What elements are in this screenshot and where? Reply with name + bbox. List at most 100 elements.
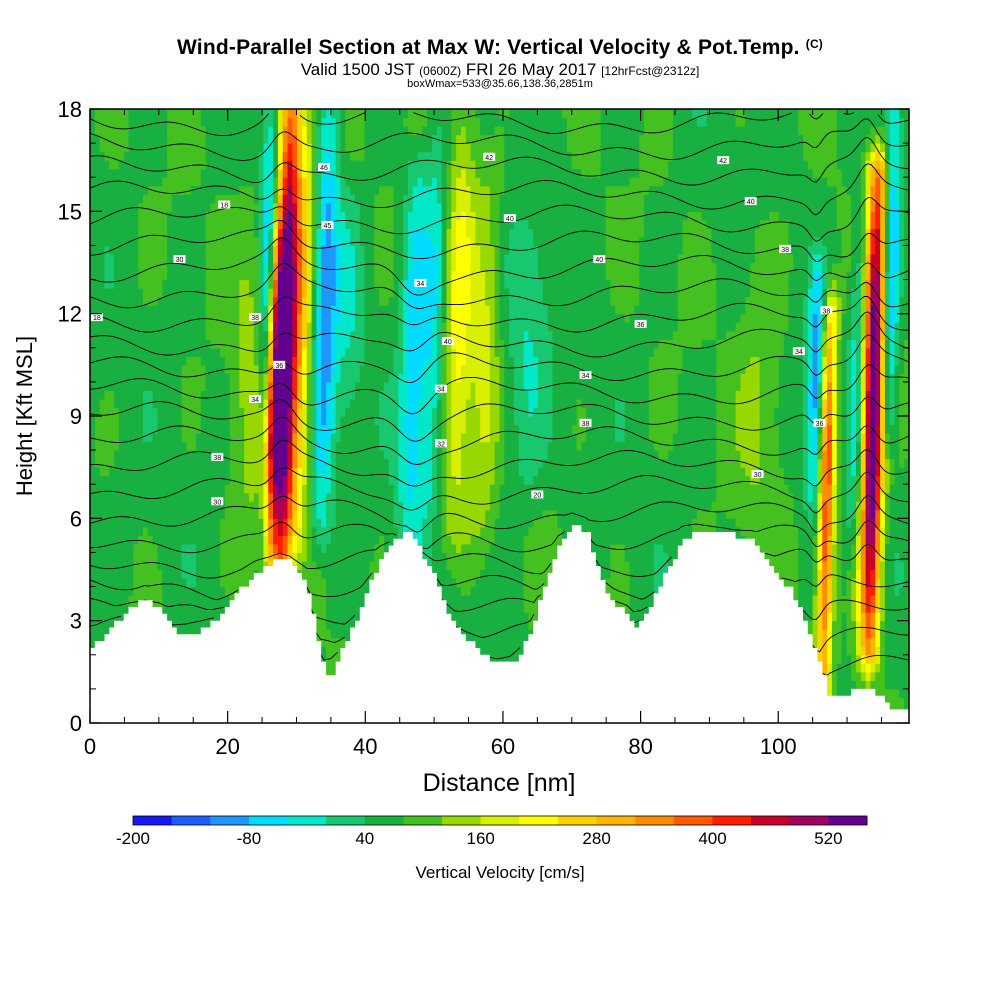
velocity-cell [118, 552, 125, 562]
velocity-cell [282, 330, 289, 340]
velocity-cell [287, 433, 293, 443]
velocity-cell [301, 535, 308, 545]
velocity-cell [301, 407, 308, 417]
velocity-cell [417, 347, 424, 357]
velocity-cell [422, 330, 428, 340]
velocity-cell [176, 262, 183, 272]
velocity-cell [152, 177, 159, 187]
velocity-cell [229, 177, 236, 187]
velocity-cell [460, 543, 467, 554]
velocity-cell [90, 126, 96, 136]
velocity-cell [210, 109, 216, 119]
velocity-cell [186, 211, 192, 221]
velocity-cell [407, 211, 414, 221]
velocity-cell [287, 245, 293, 255]
velocity-cell [350, 322, 356, 332]
velocity-cell [326, 595, 332, 605]
velocity-cell [229, 117, 236, 127]
velocity-cell [417, 296, 424, 306]
velocity-cell [104, 535, 110, 545]
velocity-cell [340, 168, 346, 178]
velocity-cell [489, 492, 496, 502]
velocity-cell [253, 202, 260, 212]
velocity-cell [470, 322, 477, 332]
velocity-cell [345, 433, 351, 443]
velocity-cell [258, 296, 265, 306]
velocity-cell [157, 467, 163, 477]
velocity-cell [181, 262, 187, 272]
velocity-cell [451, 296, 457, 306]
velocity-cell [475, 595, 481, 605]
velocity-cell [171, 441, 178, 451]
velocity-cell [379, 296, 385, 306]
velocity-cell [485, 518, 491, 528]
velocity-cell [383, 381, 390, 392]
velocity-cell [354, 416, 361, 426]
velocity-cell [436, 543, 443, 554]
velocity-cell [436, 407, 443, 417]
velocity-cell [99, 586, 106, 596]
velocity-cell [263, 211, 269, 221]
velocity-cell [273, 305, 279, 315]
velocity-cell [374, 552, 380, 562]
velocity-cell [234, 322, 240, 332]
velocity-cell [301, 185, 308, 195]
velocity-cell [133, 424, 139, 434]
velocity-cell [297, 160, 303, 170]
velocity-cell [128, 279, 134, 289]
velocity-cell [195, 475, 202, 485]
velocity-cell [311, 117, 318, 127]
velocity-cell [215, 586, 221, 596]
velocity-cell [475, 228, 481, 238]
velocity-cell [379, 390, 385, 400]
velocity-cell [398, 296, 404, 306]
velocity-cell [480, 620, 486, 630]
velocity-cell [90, 271, 96, 281]
velocity-cell [446, 143, 452, 153]
velocity-cell [244, 492, 250, 502]
velocity-cell [133, 219, 139, 229]
velocity-cell [369, 134, 375, 144]
velocity-cell [427, 194, 433, 204]
velocity-cell [253, 356, 260, 366]
velocity-cell [224, 296, 231, 306]
velocity-cell [306, 552, 313, 562]
velocity-cell [407, 339, 414, 349]
velocity-cell [417, 467, 424, 477]
velocity-cell [282, 364, 289, 374]
velocity-cell [162, 364, 168, 374]
velocity-cell [123, 288, 130, 298]
velocity-cell [157, 484, 163, 494]
velocity-cell [311, 245, 318, 255]
velocity-cell [234, 492, 240, 502]
velocity-cell [485, 245, 491, 255]
velocity-cell [200, 160, 207, 170]
velocity-cell [330, 202, 337, 212]
velocity-cell [470, 356, 477, 366]
velocity-cell [220, 356, 226, 366]
velocity-cell [287, 236, 293, 247]
velocity-cell [292, 356, 298, 366]
velocity-cell [123, 458, 130, 468]
velocity-cell [200, 509, 207, 519]
velocity-cell [142, 151, 149, 161]
velocity-cell [465, 441, 472, 451]
velocity-cell [301, 364, 308, 374]
velocity-cell [412, 416, 419, 426]
velocity-cell [171, 364, 178, 374]
velocity-cell [224, 236, 231, 247]
velocity-cell [441, 219, 448, 229]
velocity-cell [104, 603, 110, 613]
velocity-cell [306, 160, 313, 170]
velocity-cell [220, 475, 226, 485]
velocity-cell [470, 194, 477, 204]
velocity-cell [258, 518, 265, 528]
velocity-cell [157, 322, 163, 332]
velocity-cell [229, 381, 236, 392]
velocity-cell [114, 458, 120, 468]
velocity-cell [287, 501, 293, 511]
velocity-cell [470, 245, 477, 255]
velocity-cell [354, 612, 361, 622]
velocity-cell [383, 509, 390, 519]
velocity-cell [109, 612, 115, 622]
